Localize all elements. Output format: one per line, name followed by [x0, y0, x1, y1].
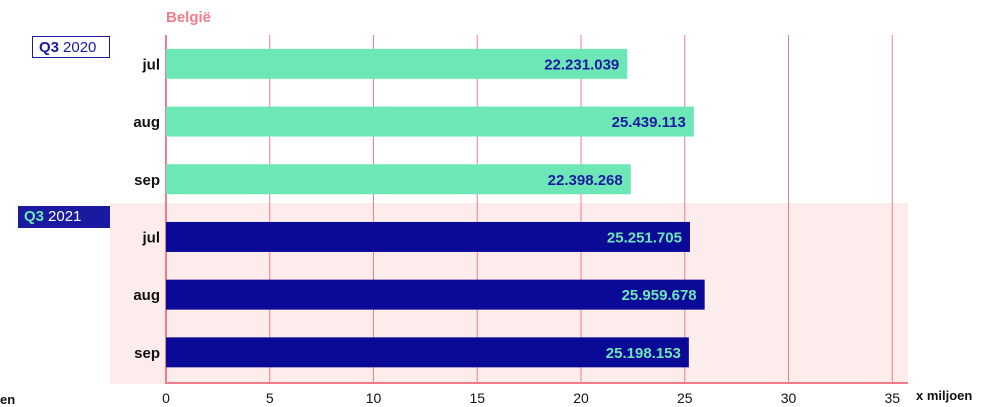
chart-title: België: [166, 9, 211, 26]
legend-badge-q3-2021: Q3 2021: [18, 206, 110, 228]
bar-value-label: 22.231.039: [544, 56, 619, 73]
bar-2020-aug: [166, 106, 694, 137]
bar-2020-jul: [166, 48, 628, 79]
category-label: jul: [142, 229, 161, 246]
bar-value-label: 22.398.268: [548, 172, 623, 189]
bar-value-label: 25.251.705: [607, 229, 682, 246]
bar-2021-sep: [166, 337, 689, 368]
legend-badge-year: 2021: [48, 208, 82, 225]
bar-2021-aug: [166, 279, 705, 310]
legend-badge-year: 2020: [63, 39, 97, 56]
legend-badge-q3-2020: Q3 2020: [32, 36, 110, 58]
category-label: jul: [142, 56, 161, 73]
bar-2020-sep: [166, 164, 631, 195]
x-tick-label: 0: [162, 390, 170, 406]
legend-badge-quarter: Q3: [39, 39, 60, 56]
bar-value-label: 25.198.153: [606, 345, 681, 362]
x-tick-label: 35: [884, 390, 900, 406]
category-label: aug: [133, 287, 160, 304]
bar-2021-jul: [166, 221, 690, 252]
x-tick-label: 25: [677, 390, 693, 406]
bar-value-label: 25.959.678: [622, 287, 697, 304]
category-label: sep: [134, 172, 160, 189]
left-unit-fragment: en: [0, 392, 16, 407]
bar-value-label: 25.439.113: [612, 114, 686, 131]
category-label: sep: [134, 345, 160, 362]
x-tick-label: 15: [469, 390, 485, 406]
x-tick-label: 20: [573, 390, 589, 406]
x-tick-label: 30: [781, 390, 797, 406]
x-tick-label: 10: [366, 390, 382, 406]
x-axis-unit: x miljoen: [916, 388, 973, 403]
category-label: aug: [133, 114, 160, 131]
legend-badge-quarter: Q3: [24, 208, 45, 225]
x-tick-label: 5: [266, 390, 274, 406]
